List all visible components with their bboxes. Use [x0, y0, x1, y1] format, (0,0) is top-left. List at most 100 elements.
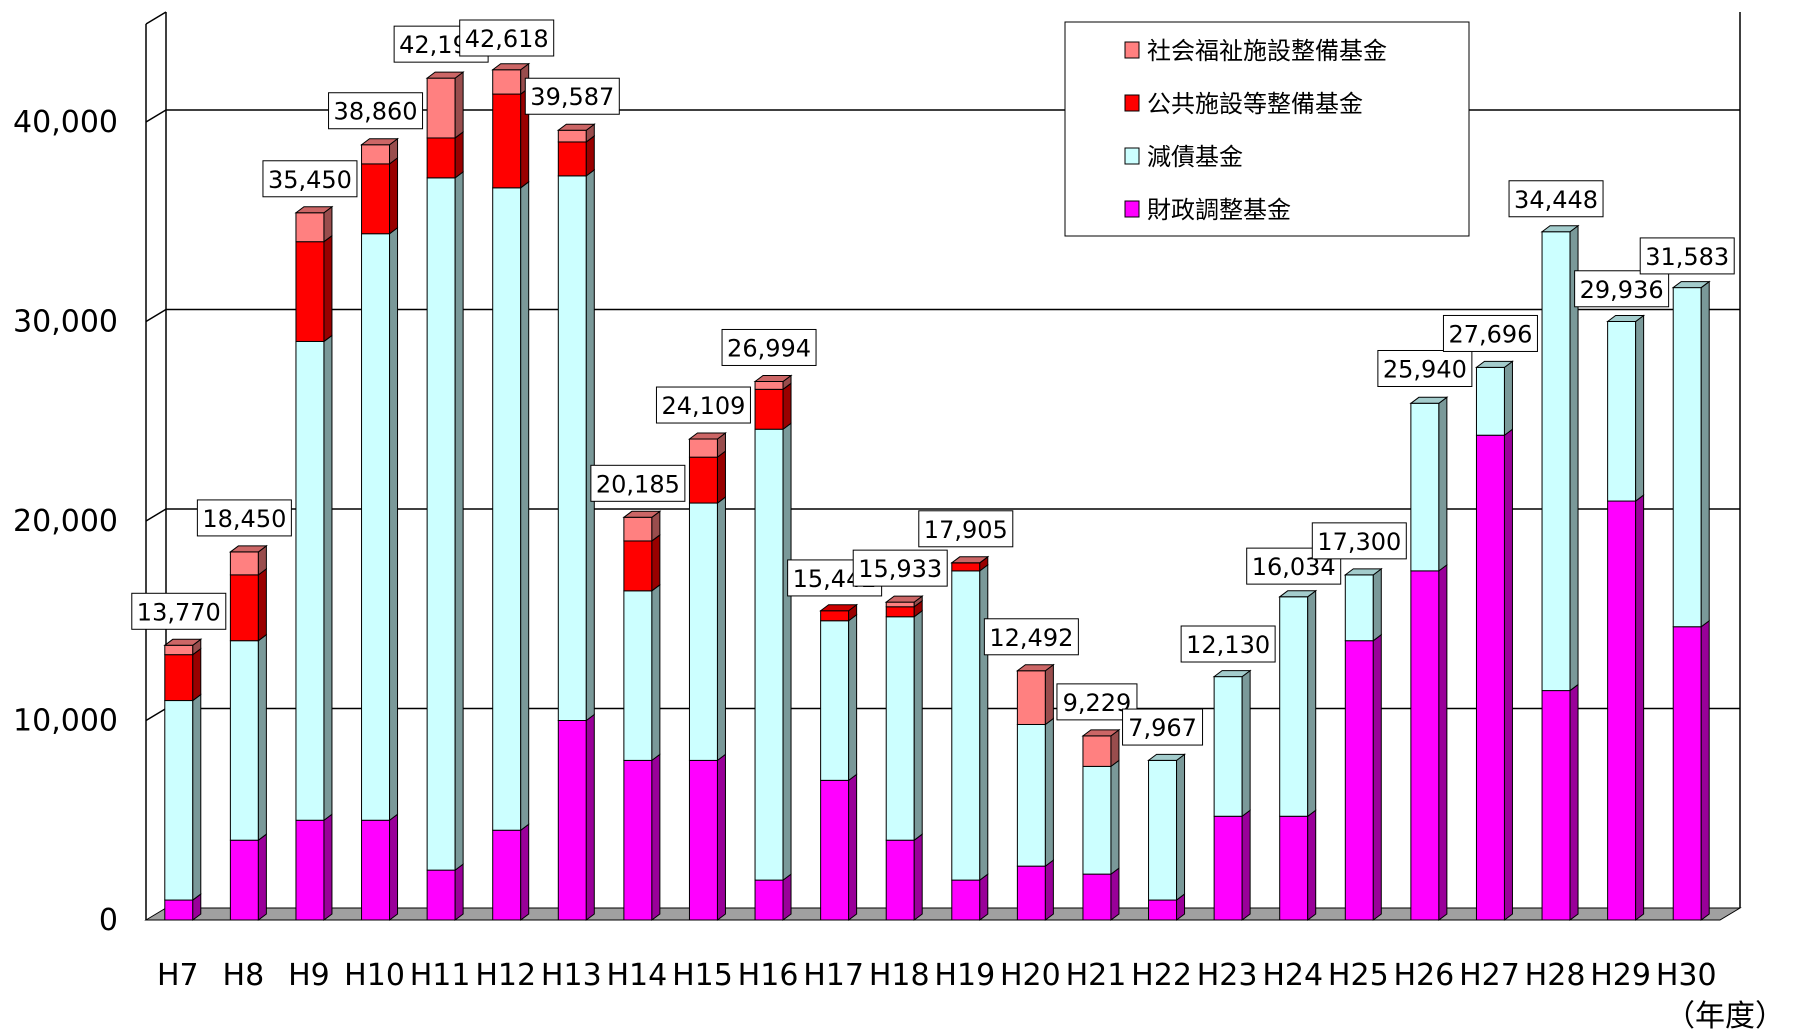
bar-segment: [1016, 723, 1046, 867]
bar-segment-top: [622, 510, 662, 518]
bar-segment-side: [389, 156, 399, 235]
bar-segment-side: [1044, 663, 1054, 726]
total-label-text: 15,933: [858, 555, 942, 583]
bar-segment: [295, 212, 325, 243]
bar-segment-top: [1147, 753, 1187, 761]
bar-segment-side: [1635, 494, 1645, 921]
bar-segment: [557, 720, 587, 921]
bar-segment: [623, 540, 653, 592]
x-tick-label: H26: [1394, 958, 1455, 993]
gridline-side: [145, 308, 167, 323]
bar-group-H25: [1343, 567, 1383, 921]
bar-group-H24: [1278, 589, 1318, 921]
total-label-H22: 7,967: [1122, 708, 1204, 746]
total-label-H7: 13,770: [131, 592, 227, 630]
bar-segment-side: [520, 180, 530, 832]
bar-segment: [754, 879, 784, 921]
total-label-H8: 18,450: [196, 499, 292, 537]
bar-segment-side: [651, 753, 661, 921]
bar-segment-top: [884, 595, 924, 603]
total-label-box: [131, 592, 227, 630]
gridline-side: [145, 109, 167, 123]
bar-segment-top: [1343, 568, 1383, 576]
bar-segment: [361, 144, 391, 165]
bar-segment-top: [1015, 664, 1055, 672]
bar-segment-top: [1540, 225, 1580, 233]
bar-group-H9: [294, 205, 334, 921]
total-label-text: 7,967: [1128, 714, 1197, 742]
bar-segment-side: [1176, 753, 1186, 902]
bar-segment: [295, 241, 325, 342]
bar-segment-side: [913, 609, 923, 842]
bar-segment: [1672, 287, 1702, 628]
bar-segment-side: [323, 234, 333, 343]
bar-segment-top: [228, 545, 268, 553]
total-label-box: [852, 549, 948, 587]
total-label-H16: 26,994: [721, 328, 817, 366]
x-tick-label: H16: [738, 958, 799, 993]
bar-segment-top: [1212, 670, 1252, 678]
bar-segment-side: [1503, 360, 1513, 437]
bar-group-H30: [1671, 280, 1711, 921]
bar-group-H20: [1015, 663, 1055, 921]
x-tick-label: H30: [1656, 958, 1717, 993]
total-label-text: 29,936: [1580, 276, 1664, 304]
bar-segment: [557, 175, 587, 722]
bar-segment: [885, 839, 915, 921]
x-axis: H7 H8 H9 H10 H11 H12 H13 H14 H15 H16 H17 H18 H19 H20 H…: [157, 958, 1717, 993]
bar-segment: [229, 574, 259, 642]
bar-segment: [885, 616, 915, 841]
bar-segment: [164, 700, 194, 901]
total-label-H18: 15,933: [852, 549, 948, 587]
bar-segment: [1607, 321, 1637, 502]
bar-segment: [754, 380, 784, 390]
y-tick-label: 20,000: [13, 504, 118, 539]
bar-group-H22: [1147, 753, 1187, 921]
x-tick-label: H17: [803, 958, 864, 993]
bar-segment-side: [1044, 717, 1054, 868]
bar-segment: [557, 129, 587, 143]
legend-swatch: [1124, 200, 1140, 218]
total-label-box: [1442, 314, 1538, 352]
total-label-H26: 25,940: [1377, 349, 1473, 387]
bar-segment-side: [1110, 759, 1120, 876]
total-label-H13: 39,587: [524, 77, 620, 115]
total-label-text: 34,448: [1514, 186, 1598, 214]
bar-segment-side: [1044, 859, 1054, 921]
bar-segment: [951, 562, 981, 572]
total-label-text: 38,860: [334, 98, 418, 126]
bar-segment-top: [294, 206, 334, 214]
bar-group-H17: [819, 603, 859, 921]
legend-swatch: [1124, 147, 1140, 165]
bar-segment: [1344, 640, 1374, 921]
bar-segment: [426, 177, 456, 871]
bars: [163, 62, 1711, 921]
bar-segment: [361, 819, 391, 921]
legend-label: 減債基金: [1147, 143, 1243, 171]
total-label-box: [590, 464, 686, 502]
bar-segment: [688, 502, 718, 761]
total-label-H12: 42,618: [459, 19, 555, 57]
total-label-H14: 20,185: [590, 464, 686, 502]
total-label-H21: 9,229: [1056, 683, 1138, 721]
bar-segment: [426, 137, 456, 179]
bar-segment: [1607, 500, 1637, 921]
total-label-text: 12,492: [989, 624, 1073, 652]
x-tick-label: H19: [934, 958, 995, 993]
bar-segment: [688, 759, 718, 921]
bar-segment: [164, 644, 194, 656]
bar-segment-top: [819, 604, 859, 612]
bar-segment-side: [716, 450, 726, 505]
bar-segment: [1541, 690, 1571, 921]
total-label-text: 26,994: [727, 334, 811, 362]
total-label-box: [262, 160, 358, 198]
x-tick-label: H20: [1000, 958, 1061, 993]
total-label-text: 20,185: [596, 470, 680, 498]
bar-segment: [1475, 434, 1505, 921]
bar-segment-side: [979, 873, 989, 921]
bar-segment: [229, 640, 259, 841]
bar-segment-side: [454, 71, 464, 139]
total-label-H20: 12,492: [983, 618, 1079, 656]
bar-segment-side: [389, 813, 399, 921]
